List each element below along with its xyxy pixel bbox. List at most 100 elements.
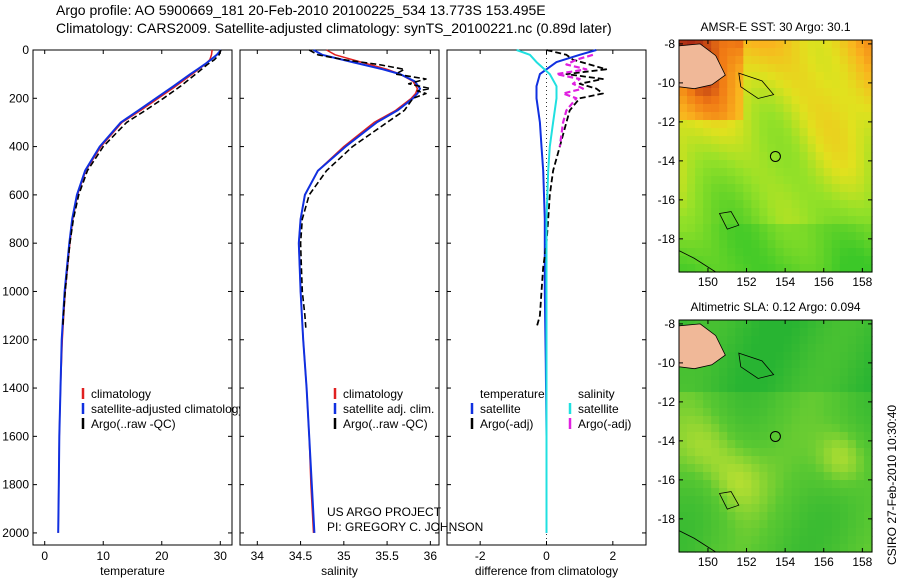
heatmap-cell xyxy=(719,232,728,241)
heatmap-cell xyxy=(695,104,704,113)
heatmap-cell xyxy=(703,112,712,121)
heatmap-cell xyxy=(864,344,873,353)
heatmap-cell xyxy=(759,176,768,185)
heatmap-cell xyxy=(776,80,785,89)
heatmap-cell xyxy=(848,424,857,433)
heatmap-cell xyxy=(751,48,760,57)
heatmap-cell xyxy=(759,216,768,225)
heatmap-cell xyxy=(792,392,801,401)
heatmap-cell xyxy=(784,536,793,545)
heatmap-cell xyxy=(800,328,809,337)
heatmap-cell xyxy=(759,200,768,209)
heatmap-cell xyxy=(792,240,801,249)
heatmap-cell xyxy=(727,344,736,353)
heatmap-cell xyxy=(703,128,712,137)
heatmap-cell xyxy=(767,336,776,345)
heatmap-cell xyxy=(759,536,768,545)
heatmap-cell xyxy=(759,488,768,497)
heatmap-cell xyxy=(784,88,793,97)
heatmap-cell xyxy=(711,200,720,209)
heatmap-cell xyxy=(767,120,776,129)
heatmap-cell xyxy=(784,392,793,401)
heatmap-cell xyxy=(864,64,873,73)
heatmap-cell xyxy=(816,240,825,249)
heatmap-cell xyxy=(695,368,704,377)
heatmap-cell xyxy=(856,192,865,201)
heatmap-cell xyxy=(808,168,817,177)
heatmap-cell xyxy=(679,264,688,273)
heatmap-cell xyxy=(759,264,768,273)
heatmap-cell xyxy=(679,216,688,225)
x-axis-label: salinity xyxy=(321,564,358,578)
heatmap-cell xyxy=(840,376,849,385)
legend-label: satellite xyxy=(480,402,521,416)
heatmap-cell xyxy=(711,440,720,449)
heatmap-cell xyxy=(824,344,833,353)
heatmap-cell xyxy=(800,400,809,409)
heatmap-cell xyxy=(759,496,768,505)
x-tick-label: 34 xyxy=(251,549,265,563)
heatmap-cell xyxy=(687,520,696,529)
y-tick-label: -18 xyxy=(658,232,676,246)
heatmap-cell xyxy=(719,248,728,257)
heatmap-cell xyxy=(759,408,768,417)
heatmap-cell xyxy=(816,448,825,457)
heatmap-cell xyxy=(703,488,712,497)
heatmap-cell xyxy=(800,208,809,217)
heatmap-cell xyxy=(703,216,712,225)
heatmap-cell xyxy=(719,160,728,169)
heatmap-cell xyxy=(759,512,768,521)
heatmap-cell xyxy=(808,456,817,465)
heatmap-cell xyxy=(832,144,841,153)
heatmap-cell xyxy=(784,184,793,193)
heatmap-cell xyxy=(751,464,760,473)
heatmap-cell xyxy=(864,224,873,233)
heatmap-cell xyxy=(792,104,801,113)
heatmap-cell xyxy=(800,488,809,497)
heatmap-cell xyxy=(727,232,736,241)
heatmap-cell xyxy=(800,56,809,65)
heatmap-cell xyxy=(856,168,865,177)
heatmap-cell xyxy=(695,216,704,225)
heatmap-cell xyxy=(784,192,793,201)
heatmap-cell xyxy=(776,256,785,265)
heatmap-cell xyxy=(743,104,752,113)
heatmap-cell xyxy=(824,544,833,553)
heatmap-cell xyxy=(743,176,752,185)
heatmap-cell xyxy=(703,136,712,145)
heatmap-cell xyxy=(711,528,720,537)
heatmap-cell xyxy=(711,248,720,257)
heatmap-cell xyxy=(808,488,817,497)
heatmap-cell xyxy=(767,184,776,193)
heatmap-cell xyxy=(743,232,752,241)
heatmap-cell xyxy=(743,192,752,201)
heatmap-cell xyxy=(792,256,801,265)
heatmap-cell xyxy=(695,200,704,209)
heatmap-cell xyxy=(759,168,768,177)
heatmap-cell xyxy=(711,544,720,553)
heatmap-cell xyxy=(792,472,801,481)
heatmap-cell xyxy=(743,416,752,425)
heatmap-cell xyxy=(735,480,744,489)
heatmap-cell xyxy=(776,40,785,49)
heatmap-cell xyxy=(800,144,809,153)
heatmap-cell xyxy=(856,80,865,89)
heatmap-cell xyxy=(751,448,760,457)
heatmap-cell xyxy=(695,136,704,145)
heatmap-cell xyxy=(759,80,768,89)
heatmap-cell xyxy=(751,512,760,521)
heatmap-cell xyxy=(711,392,720,401)
heatmap-cell xyxy=(759,544,768,553)
heatmap-cell xyxy=(719,48,728,57)
heatmap-cell xyxy=(767,104,776,113)
heatmap-cell xyxy=(679,104,688,113)
heatmap-cell xyxy=(800,496,809,505)
heatmap-cell xyxy=(767,232,776,241)
heatmap-cell xyxy=(735,432,744,441)
heatmap-cell xyxy=(719,472,728,481)
heatmap-cell xyxy=(824,536,833,545)
heatmap-cell xyxy=(792,440,801,449)
heatmap-cell xyxy=(832,472,841,481)
heatmap-cell xyxy=(743,336,752,345)
heatmap-cell xyxy=(687,200,696,209)
